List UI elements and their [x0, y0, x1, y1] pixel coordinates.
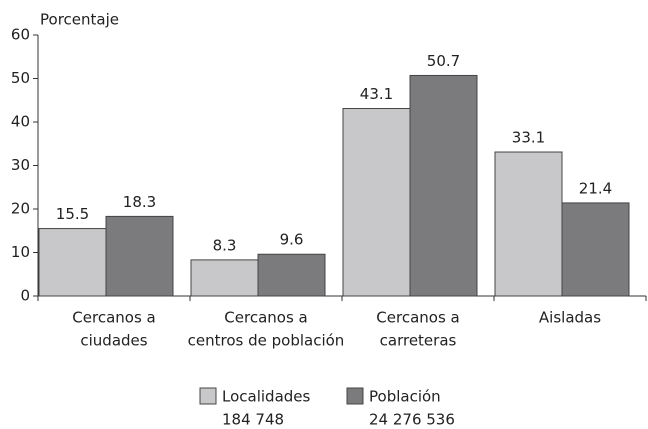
bar: [342, 108, 411, 297]
x-tick-label: Aisladas: [539, 309, 601, 327]
data-label: 8.3: [213, 236, 237, 254]
legend-label: Población: [369, 388, 441, 406]
x-tick-label: Cercanos a: [72, 309, 155, 327]
y-tick-label: 10: [11, 243, 30, 261]
x-tick-label: centros de población: [188, 332, 345, 350]
y-tick-label: 40: [11, 113, 30, 131]
x-tick-label: carreteras: [380, 332, 457, 350]
legend-label: Localidades: [222, 388, 311, 406]
y-tick-label: 60: [11, 26, 30, 44]
y-tick-label: 50: [11, 69, 30, 87]
y-tick-label: 20: [11, 200, 30, 218]
x-tick-label: Cercanos a: [224, 309, 307, 327]
data-label: 50.7: [427, 52, 460, 70]
bar: [105, 215, 174, 297]
legend-swatch: [346, 387, 364, 405]
y-axis-label: Porcentaje: [40, 11, 119, 29]
y-tick-label: 30: [11, 156, 30, 174]
data-label: 21.4: [579, 179, 612, 197]
bar: [494, 151, 563, 297]
legend-swatch: [199, 387, 217, 405]
data-label: 33.1: [512, 129, 545, 147]
data-label: 43.1: [360, 85, 393, 103]
bar: [561, 202, 630, 297]
y-tick-label: 0: [20, 287, 30, 305]
data-label: 9.6: [280, 231, 304, 249]
legend-detail: 184 748: [222, 411, 284, 429]
bar: [257, 253, 326, 297]
legend-detail: 24 276 536: [369, 411, 455, 429]
bar: [190, 259, 259, 297]
x-tick-label: ciudades: [80, 332, 147, 350]
x-tick-label: Cercanos a: [376, 309, 459, 327]
data-label: 18.3: [123, 193, 156, 211]
data-label: 15.5: [56, 205, 89, 223]
bar: [409, 74, 478, 297]
bar: [38, 228, 107, 297]
